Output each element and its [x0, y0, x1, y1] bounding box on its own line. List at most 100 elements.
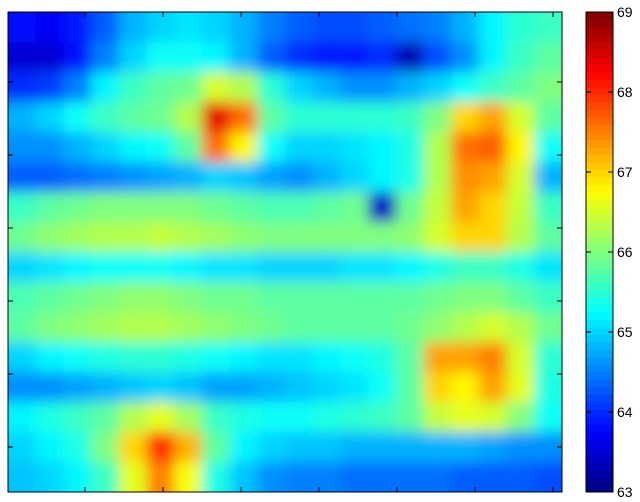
colorbar-swatch: [586, 432, 613, 440]
heatmap-cell: [368, 192, 397, 223]
colorbar-swatch: [586, 439, 613, 448]
colorbar-swatch: [586, 447, 613, 455]
heatmap-cell: [91, 402, 120, 433]
colorbar-swatch: [586, 132, 613, 140]
heatmap-cell: [146, 162, 175, 193]
heatmap-cell: [201, 102, 231, 133]
heatmap-cell: [451, 312, 480, 343]
heatmap-cell: [146, 192, 175, 223]
heatmap-cell: [174, 342, 203, 373]
heatmap-cell: [506, 372, 535, 403]
colorbar-swatch: [586, 12, 613, 20]
heatmap-cell: [451, 252, 480, 283]
heatmap-cell: [8, 162, 37, 193]
heatmap-cell: [506, 282, 535, 313]
heatmap-cell: [312, 282, 341, 313]
heatmap-cell: [285, 432, 314, 463]
heatmap-cell: [201, 282, 231, 313]
heatmap-cell: [340, 402, 369, 433]
colorbar-swatch: [586, 319, 613, 328]
colorbar-tick-label: 65: [617, 324, 633, 340]
heatmap-cell: [451, 402, 480, 433]
heatmap-cell: [174, 162, 203, 193]
heatmap-cell: [395, 432, 424, 463]
heatmap-cell: [229, 432, 258, 463]
colorbar-swatch: [586, 102, 613, 110]
heatmap-cell: [91, 102, 120, 133]
heatmap-cell: [368, 102, 397, 133]
heatmap-cell: [506, 192, 535, 223]
heatmap-cell: [506, 72, 535, 103]
colorbar-swatch: [586, 72, 613, 80]
heatmap-cell: [118, 282, 147, 313]
colorbar-swatch: [586, 424, 613, 433]
heatmap-cell: [451, 102, 480, 133]
heatmap-cell: [63, 462, 92, 492]
colorbar-tick-label: 64: [617, 404, 633, 420]
heatmap-cell: [506, 312, 535, 343]
heatmap-cell: [257, 372, 286, 403]
colorbar-swatch: [586, 207, 613, 215]
heatmap-cell: [174, 402, 203, 433]
colorbar-swatch: [586, 282, 613, 290]
heatmap-cell: [285, 12, 314, 43]
heatmap-cell: [201, 312, 231, 343]
heatmap-cell: [257, 252, 286, 283]
heatmap-cell: [91, 282, 120, 313]
heatmap-cell: [229, 72, 258, 103]
heatmap-cell: [395, 192, 424, 223]
heatmap-cell: [506, 132, 535, 163]
heatmap-cell: [91, 12, 120, 43]
heatmap-cell: [174, 282, 203, 313]
heatmap-cell: [340, 192, 369, 223]
heatmap-cell: [35, 342, 64, 373]
heatmap-cell: [340, 342, 369, 373]
heatmap-cell: [174, 462, 203, 492]
colorbar-swatch: [586, 409, 613, 418]
heatmap-cell: [423, 252, 452, 283]
heatmap-cell: [63, 42, 92, 73]
colorbar-swatch: [586, 79, 613, 88]
colorbar-swatch: [586, 267, 613, 275]
heatmap-cell: [395, 402, 424, 433]
heatmap-cell: [35, 72, 64, 103]
heatmap-cell: [174, 252, 203, 283]
heatmap-cell: [63, 312, 92, 343]
heatmap-cell: [118, 252, 147, 283]
heatmap-cell: [118, 132, 147, 163]
heatmap-cell: [395, 102, 424, 133]
heatmap-cell: [395, 72, 424, 103]
heatmap-cell: [368, 252, 397, 283]
colorbar-swatch: [586, 139, 613, 148]
colorbar-tick-label: 68: [617, 84, 633, 100]
heatmap-cell: [229, 252, 258, 283]
colorbar: [586, 12, 613, 493]
colorbar-swatch: [586, 117, 613, 125]
colorbar-tick-label: 63: [617, 484, 633, 500]
heatmap-cell: [201, 342, 231, 373]
heatmap-cell: [395, 12, 424, 43]
heatmap-cell: [423, 102, 452, 133]
heatmap-cell: [63, 12, 92, 43]
heatmap-cell: [478, 372, 508, 403]
heatmap-cell: [478, 342, 508, 373]
colorbar-swatch: [586, 379, 613, 388]
heatmap-cell: [146, 342, 175, 373]
heatmap-cell: [63, 402, 92, 433]
colorbar-swatch: [586, 169, 613, 178]
heatmap-cell: [63, 342, 92, 373]
heatmap-cell: [312, 192, 341, 223]
heatmap-cell: [229, 282, 258, 313]
colorbar-swatch: [586, 34, 613, 43]
heatmap-cell: [534, 12, 562, 43]
heatmap-cell: [8, 102, 37, 133]
heatmap-cell: [423, 342, 452, 373]
heatmap-cell: [395, 342, 424, 373]
heatmap-cell: [35, 12, 64, 43]
colorbar-swatch: [586, 364, 613, 373]
heatmap-cell: [201, 222, 231, 253]
heatmap-cell: [146, 432, 175, 463]
heatmap-cell: [506, 12, 535, 43]
heatmap-cell: [63, 132, 92, 163]
heatmap-cell: [146, 462, 175, 492]
